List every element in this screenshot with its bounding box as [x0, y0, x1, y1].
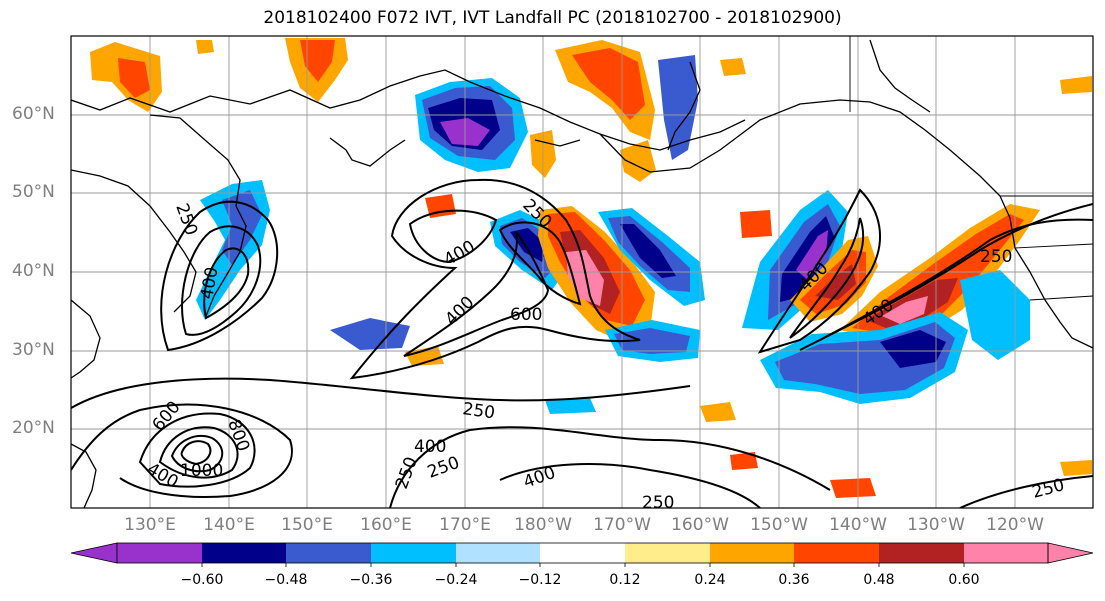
pos-shade-region — [830, 478, 876, 498]
colorbar-tick-label: 0.24 — [694, 572, 726, 588]
pos-shade-region — [118, 58, 150, 98]
colorbar-swatch — [456, 543, 540, 563]
colorbar-ticks — [201, 563, 965, 567]
neg-shade-region — [796, 230, 828, 280]
lon-label-180w: 180°W — [514, 515, 572, 535]
neg-shade-region — [960, 270, 1030, 360]
colorbar-swatch — [964, 543, 1048, 563]
colorbar-swatch — [202, 543, 286, 563]
contour-label: 250 — [461, 399, 496, 423]
lon-label-120w: 120°W — [986, 515, 1044, 535]
lon-label-170e: 170°E — [439, 515, 491, 535]
ivt-contours — [71, 178, 1093, 508]
colorbar — [70, 542, 1094, 567]
lon-label-130w: 130°W — [907, 515, 965, 535]
lon-label-170w: 170°W — [593, 515, 651, 535]
contour-label: 250 — [642, 493, 674, 513]
pos-shade-region — [740, 210, 772, 238]
pos-shade-region — [566, 250, 604, 306]
colorbar-swatch — [540, 543, 625, 563]
colorbar-tick-label: 0.48 — [863, 572, 895, 588]
political-borders — [849, 36, 1093, 301]
colorbar-swatch — [794, 543, 879, 563]
colorbar-swatch — [371, 543, 456, 563]
pos-shade-region — [1060, 460, 1092, 476]
colorbar-swatch — [286, 543, 371, 563]
colorbar-swatch — [117, 543, 202, 563]
contour-label: 400 — [414, 437, 446, 457]
colorbar-tick-label: −0.48 — [264, 572, 308, 588]
neg-shade-region — [620, 224, 676, 278]
map-frame — [70, 35, 1094, 509]
colorbar-max-arrow — [1047, 542, 1094, 564]
colorbar-swatch — [710, 543, 794, 563]
lat-label-40n: 40°N — [12, 261, 55, 281]
map-panel: 250 400 400 600 250 400 250 400 250 600 … — [71, 36, 1093, 513]
neg-shade-region — [545, 398, 596, 414]
contour-label: 600 — [510, 305, 542, 325]
pos-shade-region — [620, 140, 656, 182]
neg-shade-region — [222, 190, 262, 265]
colorbar-swatch — [879, 543, 964, 563]
neg-shade-region — [330, 318, 410, 350]
lon-label-160w: 160°W — [671, 515, 729, 535]
map-title: 2018102400 F072 IVT, IVT Landfall PC (20… — [263, 8, 842, 28]
pos-shade-region — [300, 40, 335, 82]
lon-label-140w: 140°W — [829, 515, 887, 535]
pos-shade-region — [882, 296, 928, 324]
neg-shade-region — [658, 55, 698, 160]
pos-shade-region — [730, 452, 758, 470]
graticule — [71, 36, 1093, 508]
colorbar-tick-label: 0.36 — [778, 572, 810, 588]
lat-label-30n: 30°N — [12, 340, 55, 360]
pos-shade-region — [1060, 76, 1092, 94]
colorbar-tick-label: 0.60 — [948, 572, 980, 588]
pos-shade-region — [196, 40, 214, 54]
lon-label-150e: 150°E — [281, 515, 333, 535]
colorbar-tick-label: 0.12 — [609, 572, 641, 588]
lat-label-20n: 20°N — [12, 418, 55, 438]
pos-shade-region — [720, 58, 746, 76]
colorbar-tick-label: −0.36 — [349, 572, 393, 588]
lon-label-130e: 130°E — [124, 515, 176, 535]
colorbar-tick-label: −0.60 — [180, 572, 224, 588]
neg-shade-region — [880, 330, 946, 368]
lon-label-160e: 160°E — [360, 515, 412, 535]
coastlines — [71, 39, 1093, 508]
colorbar-min-arrow — [70, 542, 118, 564]
lat-label-50n: 50°N — [12, 182, 55, 202]
ivt-pc-shading — [90, 38, 1092, 498]
colorbar-tick-label: −0.24 — [434, 572, 478, 588]
neg-shade-region — [614, 328, 690, 354]
pos-shade-region — [572, 48, 645, 120]
contour-label: 250 — [980, 247, 1012, 267]
pos-shade-region — [700, 402, 736, 422]
pos-shade-region — [425, 194, 456, 218]
colorbar-swatch — [625, 543, 710, 563]
colorbar-tick-label: −0.12 — [518, 572, 562, 588]
lon-label-140e: 140°E — [203, 515, 255, 535]
colorbar-outline — [116, 542, 1049, 564]
lon-label-150w: 150°W — [750, 515, 808, 535]
contour-label: 1000 — [180, 461, 223, 481]
lat-label-60n: 60°N — [12, 104, 55, 124]
